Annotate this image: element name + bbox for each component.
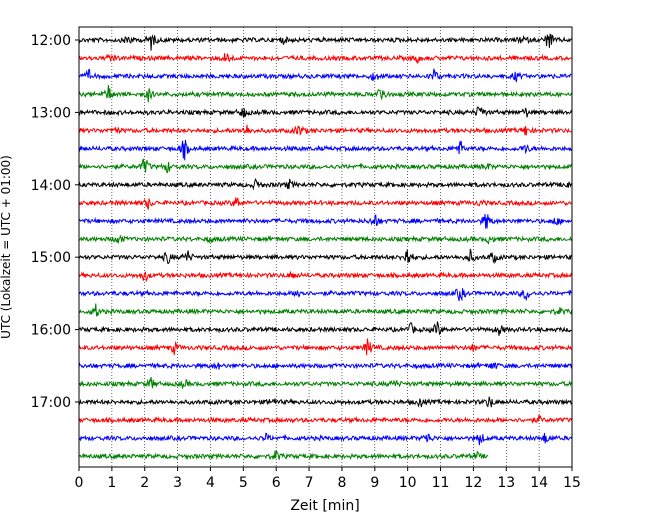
trace-1500: [78, 248, 573, 265]
x-tick-label: 7: [305, 475, 314, 491]
x-tick-label: 5: [239, 475, 248, 491]
y-tick-label: 13:00: [31, 105, 71, 121]
x-tick-label: 15: [563, 475, 581, 491]
trace-1615: [78, 338, 572, 356]
trace-1715: [78, 414, 573, 424]
trace-1700: [78, 396, 573, 408]
trace-1245: [78, 85, 573, 103]
trace-1345: [78, 158, 573, 174]
y-tick-label: 12:00: [31, 33, 71, 49]
x-tick-label: 0: [75, 475, 84, 491]
x-axis-label: Zeit [min]: [290, 498, 359, 514]
trace-1745: [78, 450, 489, 461]
trace-1330: [78, 139, 573, 161]
x-tick-label: 13: [497, 475, 515, 491]
plot-frame: [78, 26, 573, 468]
x-tick-label: 3: [173, 475, 182, 491]
trace-1545: [78, 303, 573, 318]
trace-1530: [78, 288, 573, 302]
trace-1645: [78, 376, 572, 389]
x-tick-label: 9: [370, 475, 379, 491]
trace-1230: [78, 68, 572, 83]
y-tick-label: 16:00: [31, 323, 71, 339]
x-axis-ticks: 0 1 2 3 4 5 6 7 8 9 10 11 12 13 14 15: [75, 467, 581, 491]
trace-1600: [78, 321, 573, 336]
trace-1730: [78, 432, 573, 446]
x-tick-label: 14: [530, 475, 548, 491]
trace-1215: [78, 53, 573, 65]
trace-1415: [78, 197, 572, 210]
y-tick-label: 14:00: [31, 178, 71, 194]
x-tick-label: 8: [337, 475, 346, 491]
y-tick-label: 17:00: [31, 395, 71, 411]
trace-1200: [78, 33, 573, 51]
x-tick-label: 12: [464, 475, 482, 491]
x-tick-label: 10: [399, 475, 417, 491]
y-axis-ticks: 12:00 13:00 14:00 15:00 16:00 17:00: [31, 33, 79, 411]
trace-group: [78, 33, 573, 461]
y-axis-label: UTC (Lokalzeit = UTC + 01:00): [0, 155, 13, 339]
x-tick-label: 1: [107, 475, 116, 491]
x-tick-label: 11: [432, 475, 450, 491]
trace-1515: [78, 270, 573, 283]
x-tick-label: 6: [272, 475, 281, 491]
trace-1400: [78, 178, 573, 191]
trace-1430: [78, 213, 573, 229]
y-tick-label: 15:00: [31, 250, 71, 266]
vertical-grid: [111, 27, 540, 467]
trace-1315: [78, 124, 573, 137]
x-tick-label: 4: [206, 475, 215, 491]
x-tick-label: 2: [140, 475, 149, 491]
trace-1630: [78, 361, 573, 370]
trace-1300: [78, 106, 573, 118]
trace-1445: [78, 234, 573, 245]
